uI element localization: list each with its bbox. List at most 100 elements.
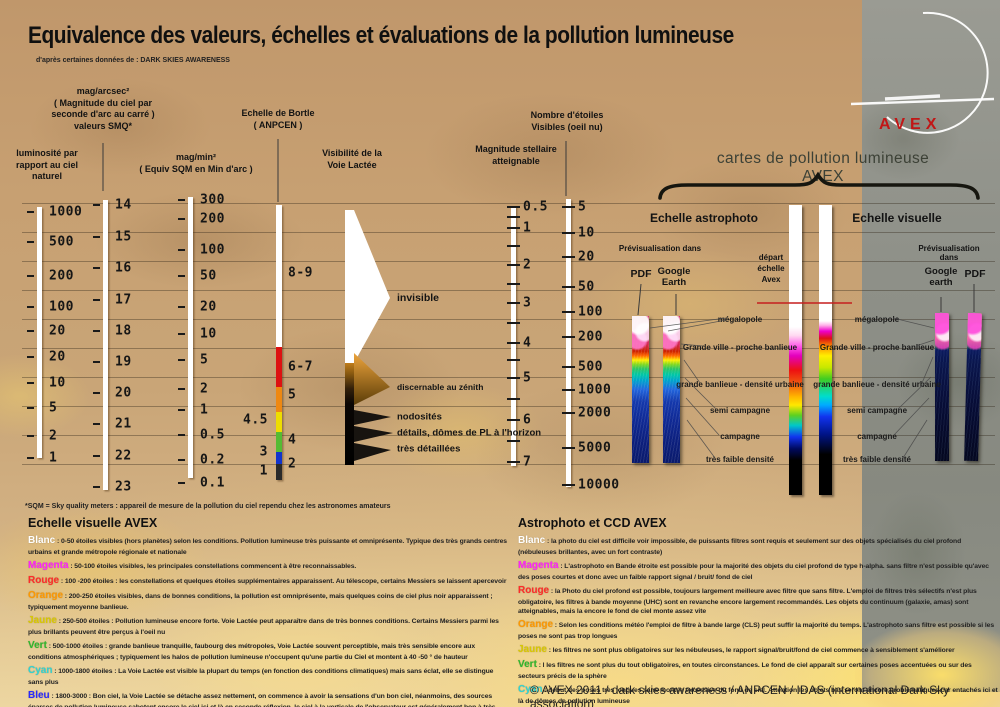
legend-color-label: Orange	[518, 619, 554, 631]
legend-color-label: Magenta	[28, 559, 69, 571]
region-label: campagne	[720, 432, 760, 441]
scale-tick-label: 0.5	[523, 199, 548, 215]
scale-tick-label: 0.1	[200, 475, 225, 491]
scale-tick-label: 10	[200, 326, 217, 342]
scale-tick	[93, 204, 100, 206]
legend-text: : les filtres ne sont plus obligatoires …	[546, 646, 955, 654]
scale-tick-label: 1	[200, 402, 209, 418]
page-title: Equivalence des valeurs, échelles et éva…	[28, 22, 734, 49]
scale-tick-label: 20	[200, 299, 217, 315]
scale-tick	[93, 486, 100, 488]
scale-tick-label: 10000	[578, 477, 620, 493]
header-voie-lactee: Visibilité de la Voie Lactée	[322, 148, 382, 170]
scale-tick	[178, 275, 185, 277]
scale-tick-label: 5	[49, 400, 58, 416]
scale-tick	[562, 232, 575, 234]
header-luminosite: luminosité par rapport au ciel naturel	[15, 148, 79, 182]
scale-tick	[507, 377, 520, 379]
legend-color-label: Jaune	[518, 643, 547, 655]
legend-color-label: Cyan	[28, 664, 53, 676]
region-label: très faible densité	[842, 455, 912, 464]
scale-tick	[178, 459, 185, 461]
scale-tick	[178, 249, 185, 251]
scale-tick	[178, 482, 185, 484]
scale-tick-label: 20	[49, 349, 66, 365]
legend-entry: Cyan : 1000-1800 étoiles : La Voie Lacté…	[28, 664, 508, 688]
heading-echelle-visuelle: Echelle visuelle	[852, 211, 942, 225]
scale-tick-label: 2	[200, 381, 209, 397]
pdf-label-left: PDF	[630, 268, 652, 280]
scale-tick	[93, 392, 100, 394]
scale-tick-label: 1	[49, 450, 58, 466]
bortle-segment	[276, 387, 282, 412]
legend-entry: Orange : Selon les conditions météo l'em…	[518, 618, 998, 642]
region-label: Grande ville - proche banlieue	[819, 343, 935, 352]
scale-tick	[93, 236, 100, 238]
legend-text: : Selon les conditions météo l'emploi de…	[518, 622, 995, 641]
header-magnitude-stellaire: Magnitude stellaire atteignable	[475, 144, 557, 166]
legend-color-label: Cyan	[518, 683, 543, 695]
bortle-label: 6-7	[288, 359, 313, 375]
bortle-segment	[276, 412, 282, 432]
scale-tick	[27, 211, 34, 213]
header-nombre-etoiles: Nombre d'étoiles Visibles (oeil nu)	[530, 110, 604, 132]
legend-color-label: Rouge	[518, 584, 550, 596]
scale-tick	[507, 461, 520, 463]
legend-entry: Jaune : les filtres ne sont plus obligat…	[518, 643, 998, 657]
scale-tick-label: 200	[49, 268, 74, 284]
scale-tick-label: 1	[523, 220, 532, 236]
header-sqm: mag/arcsec² ( Magnitude du ciel par seco…	[51, 86, 155, 132]
google-earth-label-right: Google earth	[924, 266, 958, 289]
scale-tick-label: 20	[578, 249, 595, 265]
bortle-label: 2	[288, 456, 297, 472]
scale-tick	[507, 342, 520, 344]
scale-tick	[178, 359, 185, 361]
bortle-label: 8-9	[288, 265, 313, 281]
scale-tick-label: 10	[578, 225, 595, 241]
scale-bar-magstellaire	[511, 206, 516, 466]
region-label: campagne	[857, 432, 897, 441]
scale-tick-label: 2	[49, 428, 58, 444]
legend-astro-heading: Astrophoto et CCD AVEX	[518, 516, 667, 530]
scale-tick	[93, 330, 100, 332]
scale-tick	[507, 264, 520, 266]
scale-tick	[27, 435, 34, 437]
scale-tick-label: 18	[115, 323, 132, 339]
scale-tick	[27, 241, 34, 243]
legend-entry: Blanc : la photo du ciel est difficile v…	[518, 534, 998, 558]
legend-color-label: Orange	[28, 590, 64, 602]
scale-tick	[93, 267, 100, 269]
scale-tick-label: 17	[115, 292, 132, 308]
background-glow	[855, 600, 1000, 707]
legend-entry: Rouge : la Photo du ciel profond est pos…	[518, 584, 998, 617]
bortle-label: 1	[259, 463, 268, 479]
region-label: mégalopole	[854, 315, 900, 324]
bortle-label: 3	[259, 444, 268, 460]
legend-entry: Vert : l les filtres ne sont plus du tou…	[518, 658, 998, 682]
copyright-footer: © AVEX 2011 / dark skies awareness / ANP…	[530, 683, 950, 707]
milkyway-label: détails, dômes de PL à l'horizon	[397, 427, 542, 439]
preview-map-googleearth-visual	[935, 313, 949, 461]
legend-text: : la photo du ciel est difficile voir im…	[518, 538, 962, 557]
preview-label-right: Prévisualisation dans	[918, 244, 980, 262]
legend-color-label: Blanc	[518, 535, 546, 546]
scale-tick	[562, 336, 575, 338]
scale-tick-label: 22	[115, 448, 132, 464]
header-bortle: Echelle de Bortle ( ANPCEN )	[241, 108, 315, 130]
scale-tick-label: 5000	[578, 440, 612, 456]
scale-tick	[27, 330, 34, 332]
legend-text: : la Photo du ciel profond est possible,…	[518, 587, 977, 616]
sqm-footnote: *SQM = Sky quality meters : appareil de …	[25, 503, 391, 510]
scale-bar-magmin	[188, 197, 193, 478]
milkyway-label: discernable au zénith	[397, 382, 484, 392]
legend-entry: Blanc : 0-50 étoiles visibles (hors plan…	[28, 534, 508, 558]
scale-tick-label: 50	[578, 279, 595, 295]
milkyway-label: invisible	[397, 292, 440, 304]
scale-tick-label: 1000	[578, 382, 612, 398]
scale-tick	[93, 361, 100, 363]
scale-tick	[507, 227, 520, 229]
preview-label-left: Prévisualisation dans	[618, 244, 702, 253]
scale-tick-label: 2	[523, 257, 532, 273]
